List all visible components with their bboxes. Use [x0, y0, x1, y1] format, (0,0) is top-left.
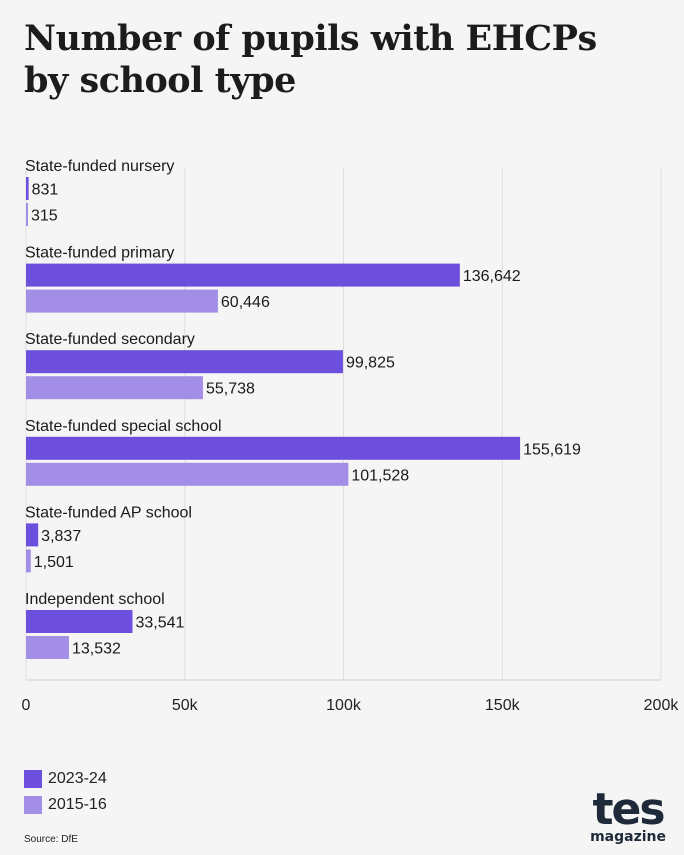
category-label-independent-school: Independent school — [25, 591, 165, 608]
chart-title: Number of pupils with EHCPs by school ty… — [24, 18, 664, 102]
data-label-state-funded-ap-school-2015-16: 1,501 — [34, 554, 74, 571]
tes-magazine-logo: tes magazine — [590, 784, 666, 845]
logo-main-text: tes — [592, 784, 666, 835]
bar-state-funded-nursery-2015-16 — [26, 203, 28, 226]
data-label-state-funded-special-school-2015-16: 101,528 — [351, 467, 409, 484]
bar-state-funded-special-school-2023-24 — [26, 436, 521, 460]
data-label-independent-school-2023-24: 33,541 — [135, 615, 184, 632]
data-label-state-funded-nursery-2023-24: 831 — [32, 182, 59, 199]
bar-state-funded-ap-school-2015-16 — [26, 549, 31, 573]
legend-item-2023-24: 2023-24 — [24, 766, 107, 792]
category-label-state-funded-primary: State-funded primary — [25, 245, 174, 262]
legend-label-2023-24: 2023-24 — [48, 770, 107, 787]
data-label-state-funded-ap-school-2023-24: 3,837 — [41, 528, 81, 545]
legend-swatch-2015-16 — [24, 796, 42, 814]
data-label-state-funded-primary-2015-16: 60,446 — [221, 294, 270, 311]
bar-chart: 0 50k 100k 150k 200k State-funded nursery 831 3… — [22, 158, 680, 714]
bar-independent-school-2015-16 — [26, 636, 69, 659]
x-tick-label-50k: 50k — [172, 697, 199, 714]
category-label-state-funded-nursery: State-funded nursery — [25, 158, 174, 175]
legend-swatch-2023-24 — [24, 770, 42, 788]
bar-independent-school-2023-24 — [26, 610, 133, 633]
source-note: Source: DfE — [24, 834, 78, 845]
category-label-state-funded-secondary: State-funded secondary — [25, 331, 195, 348]
bar-state-funded-secondary-2015-16 — [26, 376, 203, 400]
data-label-state-funded-nursery-2015-16: 315 — [31, 208, 58, 225]
bar-state-funded-secondary-2023-24 — [26, 350, 343, 374]
category-label-state-funded-ap-school: State-funded AP school — [25, 504, 192, 521]
x-tick-label-200k: 200k — [644, 697, 680, 714]
bar-state-funded-ap-school-2023-24 — [26, 523, 39, 547]
data-label-state-funded-secondary-2023-24: 99,825 — [346, 355, 395, 372]
data-label-state-funded-special-school-2023-24: 155,619 — [523, 441, 581, 458]
data-label-state-funded-primary-2023-24: 136,642 — [463, 268, 521, 285]
bar-state-funded-nursery-2023-24 — [26, 177, 29, 200]
x-tick-label-150k: 150k — [485, 697, 521, 714]
data-label-independent-school-2015-16: 13,532 — [72, 641, 121, 658]
bar-state-funded-primary-2015-16 — [26, 289, 218, 313]
x-tick-label-0: 0 — [22, 697, 31, 714]
legend-label-2015-16: 2015-16 — [48, 796, 107, 813]
logo-sub-text: magazine — [590, 829, 666, 845]
bar-state-funded-primary-2023-24 — [26, 263, 460, 287]
category-label-state-funded-special-school: State-funded special school — [25, 418, 222, 435]
legend-item-2015-16: 2015-16 — [24, 792, 107, 818]
x-tick-label-100k: 100k — [326, 697, 362, 714]
data-label-state-funded-secondary-2015-16: 55,738 — [206, 381, 255, 398]
chart-title-line-2: by school type — [24, 60, 296, 101]
bar-state-funded-special-school-2015-16 — [26, 462, 349, 486]
chart-title-line-1: Number of pupils with EHCPs — [24, 18, 597, 59]
legend: 2023-24 2015-16 — [24, 766, 107, 818]
